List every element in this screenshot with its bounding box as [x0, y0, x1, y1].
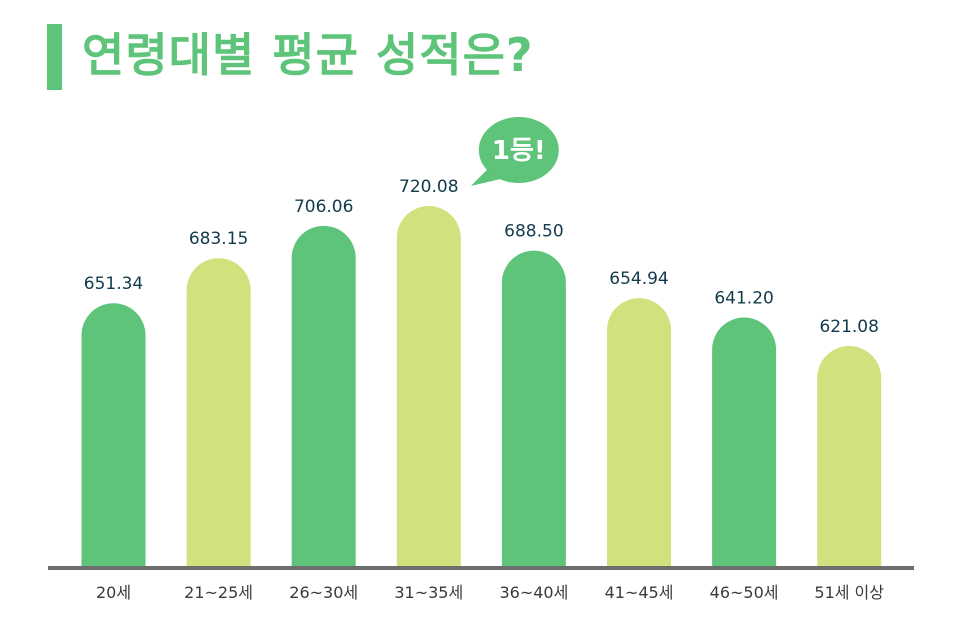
category-label: 46~50세 [710, 583, 779, 602]
bar [186, 258, 251, 566]
category-label: 20세 [96, 583, 131, 602]
bar [396, 206, 461, 567]
category-label: 41~45세 [605, 583, 674, 602]
badge-tail [470, 168, 505, 186]
category-label: 21~25세 [184, 583, 253, 602]
title-accent-bar [47, 24, 62, 90]
category-label: 36~40세 [499, 583, 568, 602]
category-label: 31~35세 [394, 583, 463, 602]
value-label: 720.08 [399, 177, 458, 197]
value-label: 641.20 [714, 289, 773, 309]
value-label: 688.50 [504, 222, 563, 242]
bar [291, 225, 356, 566]
badge-text: 1등! [492, 136, 546, 166]
value-label: 706.06 [294, 197, 353, 217]
value-label: 651.34 [84, 274, 143, 294]
category-label: 51세 이상 [814, 583, 884, 602]
value-label: 654.94 [609, 269, 668, 289]
x-axis-line [48, 566, 914, 570]
value-label: 621.08 [819, 317, 878, 337]
bar [817, 346, 882, 566]
page-title: 연령대별 평균 성적은? [82, 28, 534, 82]
bar [81, 303, 146, 566]
bar [712, 317, 777, 566]
bar [607, 298, 671, 566]
badge-bubble [478, 117, 559, 183]
value-label: 683.15 [189, 229, 248, 249]
bar [501, 250, 566, 566]
category-label: 26~30세 [289, 583, 358, 602]
